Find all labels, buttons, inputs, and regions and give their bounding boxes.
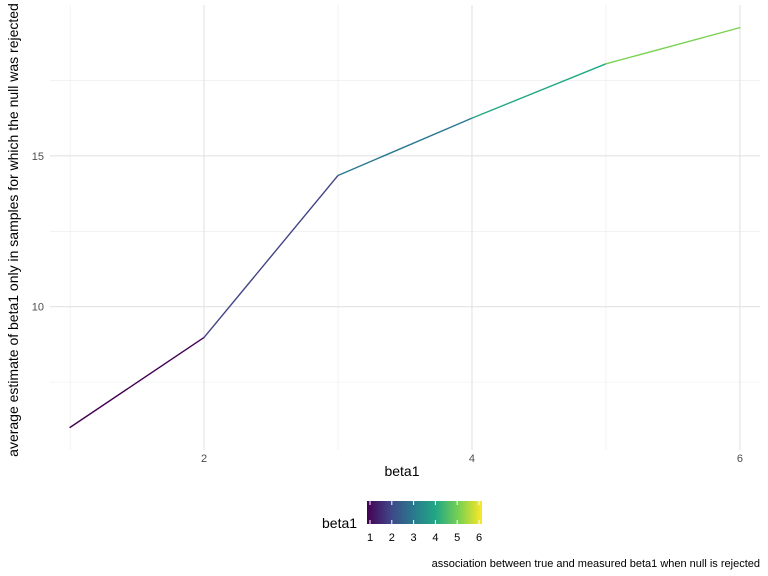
series-line (69, 26, 741, 429)
x-tick-label: 4 (469, 453, 475, 465)
legend-tick-label: 2 (389, 532, 395, 544)
y-tick-label: 15 (32, 151, 44, 163)
line-segment (337, 117, 473, 177)
x-tick-label: 6 (737, 453, 743, 465)
legend-ticks: 1 2 3 4 5 6 (367, 501, 482, 544)
x-axis-title: beta1 (384, 463, 419, 479)
color-legend: beta1 1 2 3 4 5 6 (322, 501, 482, 544)
line-segment (203, 174, 339, 339)
x-tick-label: 2 (201, 453, 207, 465)
legend-tick-label: 6 (476, 532, 482, 544)
line-segment (69, 336, 205, 429)
legend-title: beta1 (322, 515, 357, 531)
legend-tick-label: 3 (411, 532, 417, 544)
chart-caption: association between true and measured be… (432, 558, 760, 570)
y-tick-label: 10 (32, 302, 44, 314)
legend-colorbar (367, 501, 482, 524)
tick-labels: 2 4 6 10 15 (32, 151, 743, 465)
legend-tick-label: 4 (432, 532, 438, 544)
legend-tick-label: 5 (454, 532, 460, 544)
grid (50, 5, 760, 450)
line-segment (471, 63, 607, 119)
legend-tick-label: 1 (367, 532, 373, 544)
y-axis-title: average estimate of beta1 only in sample… (5, 3, 21, 457)
line-segment (605, 26, 741, 65)
